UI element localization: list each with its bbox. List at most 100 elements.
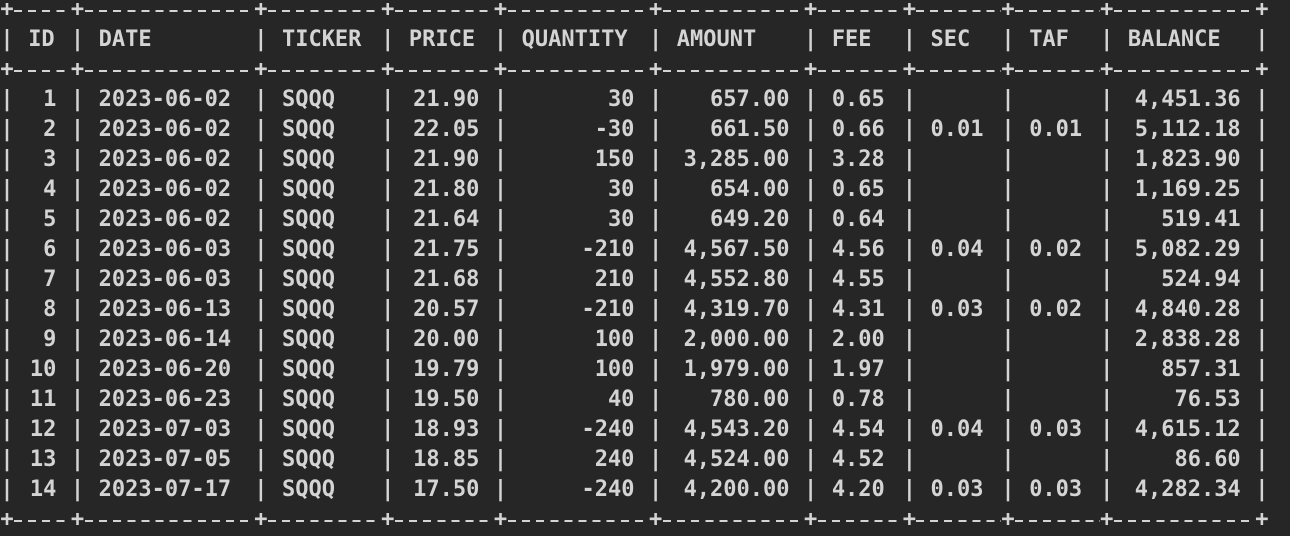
separator: | — [1100, 387, 1114, 412]
separator: | — [1001, 267, 1015, 292]
cell: 22.05 — [413, 117, 480, 142]
cell — [1015, 145, 1100, 175]
separator: | — [902, 27, 916, 52]
separator: | — [804, 387, 818, 412]
separator: | — [381, 237, 395, 262]
cell: 100 — [594, 357, 635, 382]
separator: + — [254, 57, 268, 82]
separator: | — [902, 87, 916, 112]
header-cell: FEE — [831, 27, 872, 52]
border-dash — [662, 55, 804, 85]
separator: | — [1255, 87, 1269, 112]
separator: | — [804, 177, 818, 202]
separator: | — [0, 447, 14, 472]
cell: 240 — [594, 447, 635, 472]
separator: | — [1001, 147, 1015, 172]
cell: 2 — [43, 117, 57, 142]
separator: | — [1001, 477, 1015, 502]
separator: | — [493, 177, 508, 202]
cell: 7 — [43, 267, 57, 292]
cell: 4,840.28 — [1134, 297, 1241, 322]
cell: 30 — [607, 177, 635, 202]
border-line: + + + + + + + + + + + — [0, 505, 1269, 535]
separator: | — [804, 237, 818, 262]
separator: | — [804, 27, 818, 52]
separator: + — [0, 0, 14, 22]
separator: + — [381, 507, 395, 532]
cell: SQQQ — [281, 327, 335, 352]
separator: | — [381, 177, 395, 202]
border-line: + + + + + + + + + + + — [0, 55, 1269, 85]
separator: | — [493, 87, 508, 112]
separator: | — [1001, 117, 1015, 142]
table-row: | 4 | 2023-06-02 | SQQQ | 21.80 | 30 | 654.00 | 0.65 |… — [0, 175, 1269, 205]
header-cell: ID — [28, 27, 55, 52]
header-cell: SEC — [930, 27, 971, 52]
cell: 4.56 — [831, 237, 885, 262]
cell: 0.64 — [831, 207, 885, 232]
separator: + — [1255, 507, 1269, 532]
cell — [1015, 205, 1100, 235]
cell: 4,524.00 — [683, 447, 790, 472]
cell: SQQQ — [281, 477, 335, 502]
separator: + — [804, 57, 818, 82]
separator: + — [1001, 57, 1015, 82]
border-dash — [817, 0, 903, 25]
separator: + — [902, 507, 916, 532]
border-dash — [916, 55, 1001, 85]
separator: | — [493, 267, 508, 292]
separator: | — [1255, 327, 1269, 352]
separator: | — [902, 477, 916, 502]
cell — [916, 385, 1001, 415]
separator: | — [70, 267, 85, 292]
separator: + — [1100, 57, 1114, 82]
cell: 649.20 — [710, 207, 790, 232]
separator: | — [254, 117, 268, 142]
separator: | — [381, 327, 395, 352]
border-dash — [916, 505, 1001, 535]
separator: + — [0, 57, 14, 82]
separator: | — [1255, 117, 1269, 142]
border-dash — [267, 0, 381, 25]
separator: | — [1001, 297, 1015, 322]
cell: 19.50 — [413, 387, 480, 412]
separator: + — [1255, 57, 1269, 82]
separator: | — [1001, 327, 1015, 352]
separator: | — [1100, 87, 1114, 112]
separator: | — [254, 177, 268, 202]
separator: | — [1100, 27, 1114, 52]
separator: | — [648, 27, 663, 52]
separator: | — [1100, 297, 1114, 322]
separator: | — [1255, 267, 1269, 292]
cell — [1015, 385, 1100, 415]
table-row: | 5 | 2023-06-02 | SQQQ | 21.64 | 30 | 649.20 | 0.64 |… — [0, 205, 1269, 235]
separator: | — [254, 87, 268, 112]
separator: | — [902, 357, 916, 382]
separator: | — [902, 387, 916, 412]
cell: 40 — [607, 387, 635, 412]
cell: 519.41 — [1161, 207, 1241, 232]
separator: | — [0, 387, 14, 412]
separator: | — [804, 327, 818, 352]
cell: 2023-06-13 — [98, 297, 232, 322]
header-cell: TAF — [1029, 27, 1069, 52]
separator: + — [0, 507, 14, 532]
separator: | — [70, 327, 85, 352]
separator: | — [381, 207, 395, 232]
cell — [916, 325, 1001, 355]
cell — [1015, 445, 1100, 475]
cell: 857.31 — [1161, 357, 1241, 382]
table-row: | 6 | 2023-06-03 | SQQQ | 21.75 | -210 | 4,567.50 | 4… — [0, 235, 1269, 265]
cell: 661.50 — [710, 117, 790, 142]
cell — [916, 355, 1001, 385]
cell: 4,615.12 — [1134, 417, 1241, 442]
separator: | — [493, 357, 508, 382]
cell: 0.02 — [1029, 237, 1083, 262]
separator: | — [1001, 357, 1015, 382]
border-dash — [267, 505, 381, 535]
cell — [916, 445, 1001, 475]
separator: | — [648, 357, 663, 382]
separator: | — [70, 417, 85, 442]
cell: 10 — [29, 357, 57, 382]
table-row: | 3 | 2023-06-02 | SQQQ | 21.90 | 150 | 3,285.00 | 3.… — [0, 145, 1269, 175]
